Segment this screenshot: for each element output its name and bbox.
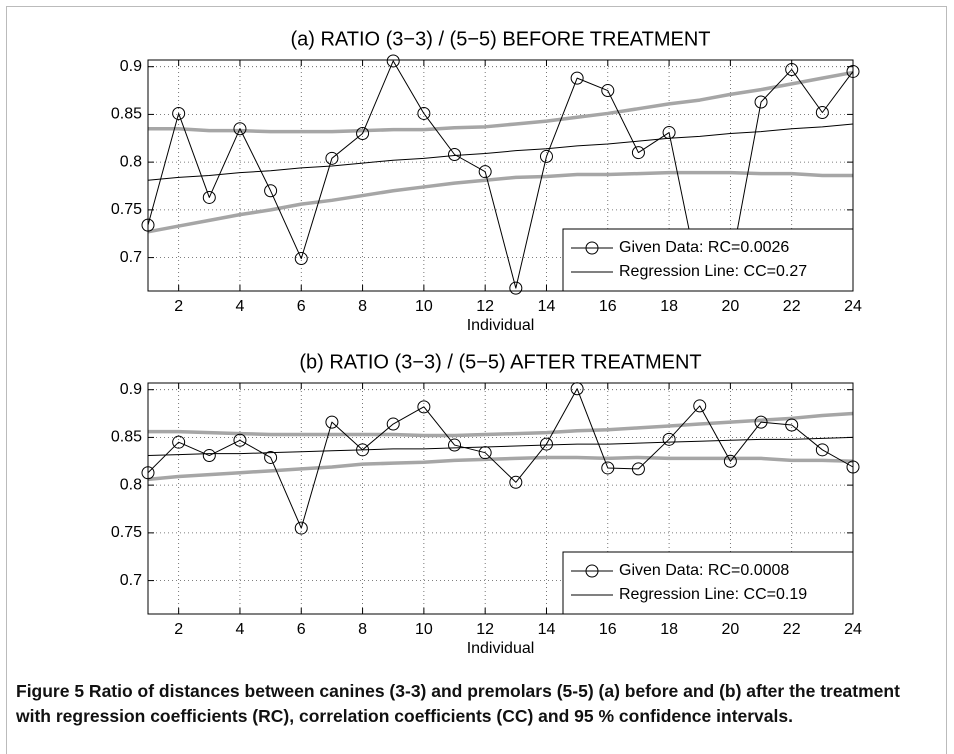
plot-frame [147,59,854,292]
figure-frame [6,6,947,754]
data-point [815,106,829,119]
x-tick-label: 18 [660,621,678,638]
x-tick-label: 8 [358,298,367,315]
x-tick-label: 6 [297,298,306,315]
data-point [539,149,553,163]
data-point [509,281,523,295]
y-tick-label: 0.8 [120,153,142,170]
legend-marker [585,564,599,578]
data-point [601,461,615,475]
data-point [815,443,829,457]
data-point [509,475,523,489]
data-point [294,521,308,535]
y-tick-label: 0.85 [111,429,142,446]
data-point [356,127,370,140]
x-tick-label: 22 [783,298,801,315]
y-tick-label: 0.8 [120,476,142,493]
y-tick-label: 0.75 [111,524,142,541]
y-tick-label: 0.9 [120,381,142,398]
data-point [325,151,339,165]
x-tick-label: 10 [415,298,433,315]
x-tick-label: 18 [660,298,678,315]
chart-title: (a) RATIO (3−3) / (5−5) BEFORE TREATMENT [290,28,710,50]
x-tick-label: 12 [476,298,494,315]
data-point [785,418,799,432]
caption: Figure 5 Ratio of distances between cani… [16,681,900,726]
chart-title: (b) RATIO (3−3) / (5−5) AFTER TREATMENT [299,351,701,373]
plot-frame [147,382,854,615]
x-tick-label: 2 [174,621,183,638]
figure: (a) RATIO (3−3) / (5−5) BEFORE TREATMENT… [111,28,862,657]
data-point [754,95,768,109]
data-point [417,400,431,414]
data-point [233,122,247,136]
x-tick-label: 12 [476,621,494,638]
y-tick-label: 0.85 [111,106,142,123]
legend-marker [585,241,599,255]
data-point [264,450,278,464]
data-point [570,71,584,85]
data-point [601,84,615,98]
data-point [723,454,737,468]
x-tick-label: 6 [297,621,306,638]
data-point [172,106,186,120]
data-point [478,446,492,460]
y-tick-label: 0.7 [120,249,142,266]
legend-label: Regression Line: CC=0.19 [619,586,807,603]
data-point [233,433,247,447]
data-point [754,415,768,429]
y-tick-label: 0.9 [120,58,142,75]
fit-line [148,411,854,438]
data-point [448,148,462,161]
data-point [386,417,400,431]
fit-line [147,436,854,457]
data-point [356,443,370,457]
data-point [325,415,339,429]
data-point [539,437,553,451]
x-tick-label: 22 [783,621,801,638]
fit-line [147,123,854,181]
data-point [631,146,645,160]
data-point [631,462,645,476]
x-tick-label: 20 [721,621,739,638]
x-tick-label: 4 [236,621,245,638]
data-point [478,165,492,179]
data-point [202,449,216,463]
x-axis-label: Individual [467,317,535,334]
x-tick-label: 20 [721,298,739,315]
x-tick-label: 24 [844,298,862,315]
data-point [662,126,676,140]
data-point [294,252,308,266]
data-point [417,106,431,120]
y-tick-label: 0.7 [120,572,142,589]
legend-label: Regression Line: CC=0.27 [619,263,807,280]
x-tick-label: 8 [358,621,367,638]
fit-line [148,70,854,134]
x-tick-label: 2 [174,298,183,315]
legend-box [562,228,854,292]
y-tick-label: 0.75 [111,201,142,218]
fit-line [147,170,853,234]
x-tick-label: 16 [599,298,617,315]
x-tick-label: 24 [844,621,862,638]
x-tick-label: 14 [538,621,556,638]
x-tick-label: 16 [599,621,617,638]
x-tick-label: 4 [236,298,245,315]
data-point [202,190,216,204]
x-axis-label: Individual [467,640,535,657]
data-point [172,435,186,449]
data-point [448,438,462,452]
data-point [386,54,400,68]
data-point [785,63,799,77]
legend-label: Given Data: RC=0.0026 [619,239,789,256]
legend-box [562,551,854,615]
x-tick-label: 14 [538,298,556,315]
data-point [662,432,676,446]
data-point [693,399,707,413]
legend-label: Given Data: RC=0.0008 [619,562,789,579]
data-point [264,184,278,198]
x-tick-label: 10 [415,621,433,638]
